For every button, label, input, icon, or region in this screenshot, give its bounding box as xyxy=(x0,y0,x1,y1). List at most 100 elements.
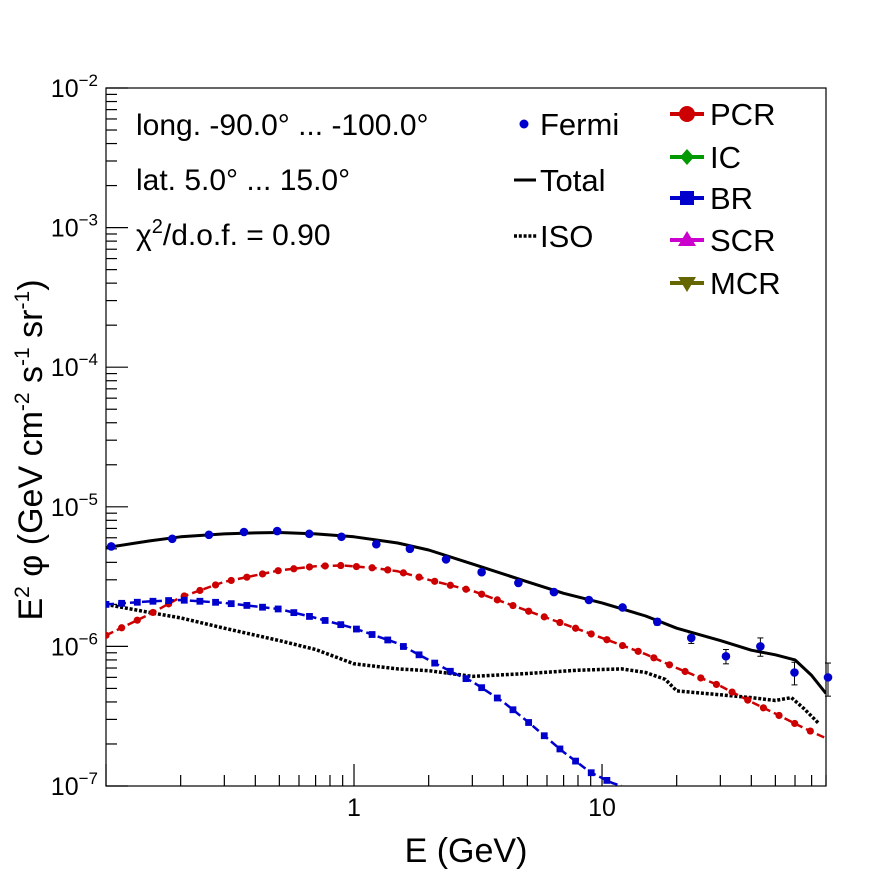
series-marker-pcr xyxy=(290,565,298,573)
x-axis-title: E (GeV) xyxy=(405,832,528,870)
series-marker-br xyxy=(384,636,392,644)
series-marker-br xyxy=(106,600,110,608)
series-marker-pcr xyxy=(384,566,392,574)
legend-entry-br: BR xyxy=(670,181,753,216)
y-axis-title: E2 φ (GeV cm-2 s-1 sr-1) xyxy=(11,279,50,620)
series-marker-br xyxy=(587,769,595,777)
series-marker-br xyxy=(274,605,282,613)
series-marker-br xyxy=(180,596,188,604)
chi-square-text: χ2/d.o.f. = 0.90 xyxy=(136,216,331,252)
series-marker-pcr xyxy=(431,577,439,585)
series-marker-pcr xyxy=(337,561,345,570)
series-marker-pcr xyxy=(478,590,486,598)
fermi-data-point xyxy=(618,603,627,612)
x-tick-label-1: 1 xyxy=(347,794,361,822)
legend-label-br: BR xyxy=(710,181,753,216)
series-marker-pcr xyxy=(274,567,282,575)
y-tick-label-1e-7: 10−7 xyxy=(51,769,98,801)
fermi-data-point xyxy=(756,642,765,651)
series-marker-br xyxy=(149,597,157,605)
series-marker-pcr xyxy=(399,569,407,577)
series-marker-pcr xyxy=(321,562,329,570)
series-marker-pcr xyxy=(227,576,235,585)
legend-scr-marker xyxy=(678,231,696,246)
fermi-data-point xyxy=(272,526,282,536)
legend-label-mcr: MCR xyxy=(710,266,781,301)
legend-left: Fermi Total ISO xyxy=(514,107,619,254)
series-marker-pcr xyxy=(352,562,361,571)
series-marker-pcr xyxy=(493,596,501,604)
fermi-data-point xyxy=(652,617,662,627)
legend-fermi-marker xyxy=(519,119,529,129)
series-marker-br xyxy=(556,745,564,753)
series-marker-pcr xyxy=(243,573,251,581)
y-tick-label-1e-2: 10−2 xyxy=(51,71,98,103)
series-marker-br xyxy=(321,617,329,624)
series-marker-br xyxy=(368,631,376,638)
fermi-data-point xyxy=(372,539,381,549)
legend-entry-total: Total xyxy=(514,163,605,198)
series-marker-pcr xyxy=(650,654,658,662)
legend-mcr-marker xyxy=(678,277,696,292)
fermi-data-point xyxy=(790,668,799,677)
legend-label-iso: ISO xyxy=(540,219,593,254)
longitude-range-text: long. -90.0° ... -100.0° xyxy=(136,109,429,142)
series-marker-pcr xyxy=(759,704,767,712)
fermi-data-point xyxy=(204,530,214,540)
series-marker-pcr xyxy=(744,696,752,704)
series-marker-pcr xyxy=(634,647,642,655)
legend-right: PCR IC BR SCR MCR xyxy=(670,97,781,301)
series-marker-br xyxy=(306,613,313,620)
legend-entry-pcr: PCR xyxy=(670,97,775,132)
series-marker-pcr xyxy=(806,727,814,735)
series-marker-br xyxy=(133,598,141,606)
plot-frame-layer xyxy=(105,87,827,787)
fermi-data-point xyxy=(514,578,523,588)
legend-label-ic: IC xyxy=(710,140,741,175)
series-marker-pcr xyxy=(791,719,799,728)
legend-label-fermi: Fermi xyxy=(540,107,619,142)
fermi-data-point xyxy=(304,529,314,539)
series-marker-pcr xyxy=(540,613,548,621)
series-marker-pcr xyxy=(697,674,705,682)
series-marker-br xyxy=(478,684,486,692)
legend-label-scr: SCR xyxy=(710,223,775,258)
legend-br-marker xyxy=(680,191,694,205)
series-marker-pcr xyxy=(618,641,627,650)
series-marker-pcr xyxy=(712,680,721,689)
series-marker-pcr xyxy=(775,711,783,720)
fermi-data-point xyxy=(106,542,116,551)
fermi-data-point xyxy=(167,534,177,544)
x-tick-label-10: 10 xyxy=(588,794,616,822)
y-tick-label-1e-6: 10−6 xyxy=(51,629,98,661)
series-layer xyxy=(106,531,826,786)
series-marker-br xyxy=(493,694,501,702)
series-marker-pcr xyxy=(603,636,611,644)
series-marker-br xyxy=(415,651,423,659)
series-marker-br xyxy=(572,757,579,765)
y-tick-label-1e-3: 10−3 xyxy=(51,211,98,243)
series-marker-pcr xyxy=(118,624,126,632)
axis-ticks-layer xyxy=(105,87,827,787)
fermi-data-point xyxy=(823,673,833,682)
series-line-br xyxy=(106,598,623,786)
fermi-data-point xyxy=(477,567,486,577)
series-marker-pcr xyxy=(509,601,517,610)
series-marker-pcr xyxy=(106,631,110,639)
series-line-iso xyxy=(106,602,821,725)
latitude-range-text: lat. 5.0° ... 15.0° xyxy=(136,164,350,197)
series-marker-pcr xyxy=(462,585,470,593)
series-marker-br xyxy=(509,706,517,714)
series-marker-pcr xyxy=(446,581,454,589)
legend-entry-scr: SCR xyxy=(670,223,775,258)
series-marker-br xyxy=(337,621,345,629)
series-marker-br xyxy=(399,643,407,650)
series-marker-pcr xyxy=(571,624,580,632)
y-tick-label-1e-5: 10−5 xyxy=(51,490,98,522)
legend-entry-iso: ISO xyxy=(514,219,593,254)
series-marker-br xyxy=(603,776,611,784)
fermi-data-point xyxy=(549,587,559,597)
fermi-points-layer xyxy=(106,526,833,697)
fermi-data-point xyxy=(441,555,451,564)
series-marker-pcr xyxy=(728,688,736,696)
